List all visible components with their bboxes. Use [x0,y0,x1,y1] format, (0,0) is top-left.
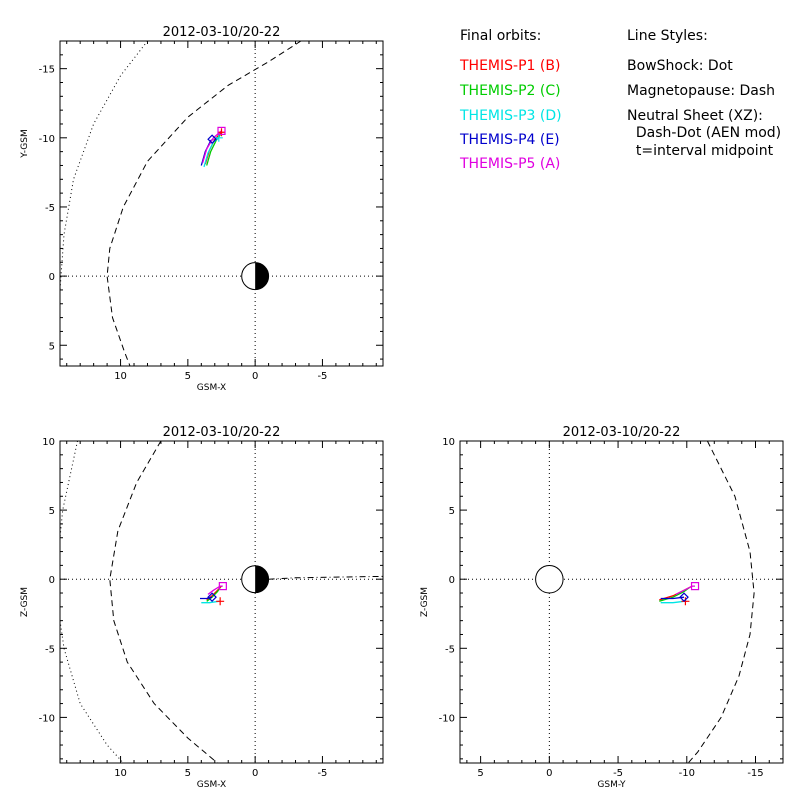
y-tick-label: 10 [42,437,55,448]
y-tick-label: -5 [45,644,55,655]
y-tick-label: 10 [442,437,455,448]
x-tick-label: -10 [679,768,695,779]
y-tick-label: -5 [45,203,55,214]
y-axis-label: Y-GSM [20,129,30,158]
marker-themis-p4-e [207,592,217,603]
x-tick-label: -5 [613,768,623,779]
y-tick-label: -5 [445,644,455,655]
x-tick-label: 5 [477,768,483,779]
marker-themis-p5-a [690,582,700,591]
earth-circle [535,564,564,594]
plot-area [60,441,383,763]
earth-night-side [255,262,269,290]
x-tick-label: 10 [114,768,127,779]
marker-themis-p3-d [214,133,223,142]
y-tick-label: 0 [49,575,55,586]
plot-panels: 2012-03-10/20-22 10 5 0 -5 -15 -10 -5 0 5 GSM-X Y-G… [20,25,784,790]
x-tick-label: 10 [114,371,127,382]
y-tick-label: -10 [39,713,55,724]
y-axis-label: Z-GSM [420,587,430,617]
series-themis-p5-a [675,585,695,595]
legend-style-dashdot: Dash-Dot (AEN mod) [627,125,781,141]
plot-panel-3: 2012-03-10/20-22 5 0 -5 -10 -15 10 5 0 -5 -10 GSM-Y… [420,425,784,790]
marker-themis-p4-e [207,134,217,145]
marker-themis-p5-a [218,582,227,591]
series-bowshock [60,441,78,538]
plot-title: 2012-03-10/20-22 [163,425,281,440]
series-neutral-sheet [268,575,383,580]
y-axis-label: Z-GSM [20,587,30,617]
x-tick-label: -15 [747,768,763,779]
legend-style-neutral-sheet: Neutral Sheet (XZ): [627,108,763,124]
legend-style-magnetopause: Magnetopause: Dash [627,83,775,99]
x-axis-label: GSM-X [197,383,226,393]
x-tick-label: 5 [185,768,191,779]
y-tick-label: 5 [449,506,455,517]
x-tick-label: 5 [185,371,191,382]
series-bowshock [60,41,148,366]
plot-frame [459,440,784,764]
y-tick-label: 5 [49,341,55,352]
series-bowshock [60,620,124,763]
marker-themis-p1-b [216,597,225,606]
x-tick-label: -5 [317,371,327,382]
plot-title: 2012-03-10/20-22 [563,425,681,440]
x-tick-label: 0 [252,768,258,779]
y-tick-label: 0 [49,272,55,283]
legend-orbit-p4: THEMIS-P4 (E) [459,132,560,148]
plot-panel-1: 2012-03-10/20-22 10 5 0 -5 -15 -10 -5 0 5 GSM-X Y-G… [20,25,384,393]
x-tick-label: 0 [252,371,258,382]
legend-orbit-p2: THEMIS-P2 (C) [459,83,561,99]
y-tick-label: 5 [49,506,55,517]
plot-title: 2012-03-10/20-22 [163,25,281,40]
plot-area [60,41,383,366]
marker-themis-p1-b [681,597,690,606]
legend-orbits-heading: Final orbits: [460,28,541,44]
marker-themis-p5-a [217,126,226,135]
y-tick-label: -15 [39,65,55,76]
series-magnetopause [687,441,755,763]
legend: Final orbits: THEMIS-P1 (B) THEMIS-P2 (C… [459,28,781,172]
x-axis-label: GSM-Y [597,780,626,790]
legend-orbit-p3: THEMIS-P3 (D) [459,108,562,124]
y-tick-label: -10 [439,713,455,724]
x-tick-label: -5 [317,768,327,779]
plot-panel-2: 2012-03-10/20-22 10 5 0 -5 10 5 0 -5 -10 GSM-X Z-GS… [20,425,384,790]
plot-area [460,441,783,763]
plot-frame [59,40,384,367]
series-magnetopause [109,441,218,763]
legend-styles-heading: Line Styles: [627,28,708,44]
legend-style-bowshock: BowShock: Dot [627,58,733,74]
marker-themis-p4-e [679,592,689,603]
y-tick-label: 0 [449,575,455,586]
legend-style-midpoint: t=interval midpoint [627,143,774,159]
legend-orbit-p5: THEMIS-P5 (A) [459,156,560,172]
legend-orbit-p1: THEMIS-P1 (B) [459,58,560,74]
earth-night-side [255,565,269,593]
series-magnetopause [106,41,302,366]
plot-frame [59,440,384,764]
series-themis-p5-a [207,585,223,595]
series-themis-p4-e [200,596,213,600]
y-tick-label: -10 [39,134,55,145]
x-axis-label: GSM-X [197,780,226,790]
x-tick-label: 0 [546,768,552,779]
